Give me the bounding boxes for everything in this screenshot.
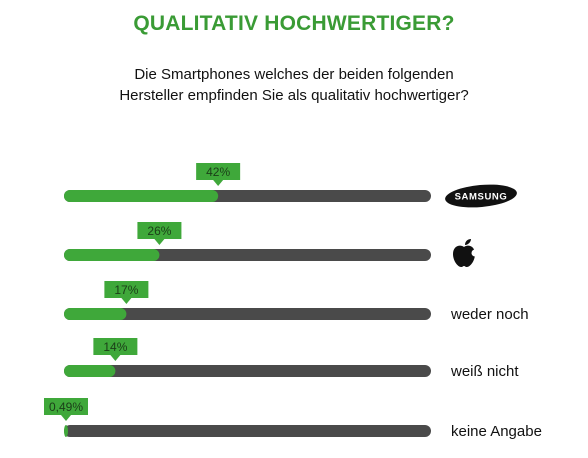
chart-subtitle: Die Smartphones welches der beiden folge… — [0, 64, 588, 106]
bar-fill — [64, 249, 160, 261]
value-callout-pointer — [213, 180, 224, 186]
samsung-logo-text: SAMSUNG — [455, 192, 508, 203]
value-label: 17% — [114, 283, 138, 297]
apple-body — [453, 245, 475, 267]
bar-row: 26% — [64, 222, 479, 267]
category-label: keine Angabe — [451, 423, 542, 440]
samsung-logo-oval — [445, 184, 517, 208]
bar-fill — [64, 425, 68, 437]
apple-bite — [471, 249, 479, 257]
value-label: 42% — [206, 165, 230, 179]
category-label: weiß nicht — [450, 363, 519, 380]
value-callout-pointer — [121, 298, 132, 304]
bar-fill — [64, 190, 219, 202]
bar-fill — [64, 308, 127, 320]
bar-track — [64, 365, 431, 377]
samsung-logo: SAMSUNG — [445, 184, 517, 208]
bar-row: 42% SAMSUNG — [64, 163, 517, 208]
bar-row: 17% weder noch — [64, 281, 529, 323]
value-callout — [44, 398, 88, 415]
bar-fill — [64, 365, 116, 377]
category-label: weder noch — [450, 306, 529, 323]
bar-row: 14% weiß nicht — [64, 338, 519, 380]
subtitle-line-1: Die Smartphones welches der beiden folge… — [134, 66, 454, 83]
value-label: 14% — [103, 340, 127, 354]
apple-leaf — [465, 239, 471, 245]
value-callout-pointer — [110, 355, 121, 361]
subtitle-line-2: Hersteller empfinden Sie als qualitativ … — [119, 87, 469, 104]
chart-title: QUALITATIV HOCHWERTIGER? — [133, 12, 455, 35]
value-callout-pointer — [61, 415, 71, 421]
bar-track — [64, 308, 431, 320]
apple-logo-icon — [453, 239, 479, 267]
value-callout — [196, 163, 241, 180]
value-label: 26% — [147, 224, 171, 238]
value-label: 0,49% — [49, 400, 83, 414]
value-callout — [137, 222, 182, 239]
bar-track — [64, 425, 431, 437]
value-callout — [104, 281, 149, 298]
bar-row: 0,49% keine Angabe — [44, 398, 542, 440]
value-callout — [93, 338, 138, 355]
value-callout-pointer — [154, 239, 165, 245]
